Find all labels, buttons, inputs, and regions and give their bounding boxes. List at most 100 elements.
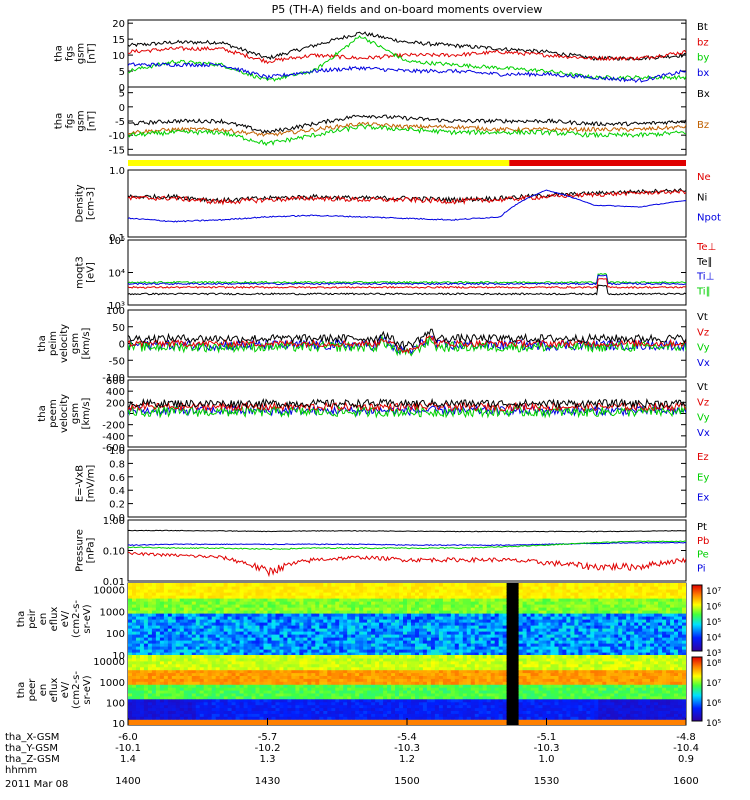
panel-frame-peim-velocity [127, 309, 687, 378]
ytick-label-fgs-total: 10 [112, 51, 125, 62]
ytick-label-fgs-total: 15 [112, 35, 125, 46]
legend-peem-velocity-Vz: Vz [697, 397, 709, 408]
ytick-label-fgs-total: 5 [119, 67, 125, 78]
xaxis-row-label: tha_Z-GSM [5, 754, 60, 765]
ylabel-fgs-total: fgs [65, 46, 76, 61]
ylabel-peir-spectrogram: eflux [49, 607, 60, 632]
ylabel-temperature: [eV] [86, 262, 97, 283]
ytick-label-fgs-total: 0 [119, 83, 125, 94]
series-Npot [128, 189, 686, 223]
ytick-label-peem-velocity: 400 [106, 387, 125, 398]
xaxis-row-value: -10.4 [673, 743, 699, 754]
ytick-label-fgs-xy: 5 [119, 89, 125, 100]
series-Ti⊥ [128, 274, 686, 286]
legend-efield-Ey: Ey [697, 472, 709, 483]
ylabel-peem-velocity: [km/s] [81, 397, 92, 429]
legend-peem-velocity-Vy: Vy [697, 413, 710, 424]
xaxis-row-value: -6.0 [118, 732, 138, 743]
ytick-label-efield: 0.8 [109, 459, 125, 470]
xaxis-row-value: -10.3 [394, 743, 420, 754]
series-Te∥ [128, 284, 686, 296]
ytick-label-peem-velocity: 0 [119, 410, 125, 421]
ytick-label-efield: 0.6 [109, 473, 125, 484]
series-peim-3 [128, 328, 686, 351]
ylabel-peir-spectrogram: tha [16, 611, 27, 627]
xaxis-row-value: -5.4 [397, 732, 417, 743]
colorbar-peer-spectrogram [691, 656, 703, 722]
mode-bar-yellow [128, 160, 510, 166]
legend-temperature-Ti∥: Ti∥ [696, 286, 711, 297]
chart-title: P5 (TH-A) fields and on-board moments ov… [272, 3, 543, 16]
ylabel-fgs-xy: gsm [76, 110, 87, 131]
ytick-label-peer-spectrogram: 10000 [93, 657, 125, 668]
legend-peim-velocity-Vy: Vy [697, 343, 710, 354]
xaxis-row-label: tha_Y-GSM [5, 743, 58, 754]
legend-fgs-xy-Bz: Bz [697, 120, 709, 131]
xaxis-row-value: 0.9 [678, 754, 694, 765]
legend-pressure-Pe: Pe [697, 550, 709, 561]
ylabel-peir-spectrogram: (cm2-s- [71, 600, 82, 638]
xaxis-row-label: tha_X-GSM [5, 732, 59, 743]
legend-temperature-Te⊥: Te⊥ [696, 242, 716, 253]
ytick-label-pressure: 0.10 [103, 547, 125, 558]
spectrogram-peer-spectrogram [128, 655, 686, 725]
xtick-label: 1500 [394, 776, 419, 787]
series-Te⊥ [128, 278, 686, 290]
ylabel-peir-spectrogram: peir [27, 608, 38, 628]
legend-fgs-total-bz: bz [697, 37, 709, 48]
legend-temperature-Ti⊥: Ti⊥ [696, 272, 714, 283]
series-by [128, 35, 686, 82]
series-Bz [128, 121, 686, 137]
series-Pi [128, 541, 686, 547]
series-Ti∥ [128, 273, 686, 284]
ytick-label-peer-spectrogram: 100 [106, 698, 125, 709]
ylabel-peem-velocity: gsm [70, 403, 81, 424]
ytick-label-density: 1.0 [109, 166, 125, 177]
legend-peem-velocity-Vt: Vt [697, 382, 708, 393]
xaxis-row-label: hhmm [5, 765, 37, 776]
legend-efield-Ex: Ex [697, 493, 709, 504]
legend-density-Ne: Ne [697, 172, 711, 183]
xtick-label: 1430 [255, 776, 280, 787]
series-Bx-green [128, 124, 686, 147]
ytick-label-peim-velocity: 100 [106, 306, 125, 317]
ytick-label-peir-spectrogram: 100 [106, 629, 125, 640]
ytick-label-density: 0.1 [109, 233, 125, 244]
colorbar-peir-spectrogram [691, 584, 703, 652]
ylabel-density: Density [75, 184, 86, 222]
ylabel-fgs-total: [nT] [87, 43, 98, 63]
ylabel-fgs-total: tha [54, 45, 65, 61]
colorbar-label-peir-spectrogram: 10⁴ [706, 634, 721, 644]
colorbar-label-peir-spectrogram: 10⁷ [706, 587, 721, 597]
colorbar-label-peer-spectrogram: 10⁶ [706, 699, 721, 709]
colorbar-label-peir-spectrogram: 10³ [706, 649, 721, 659]
colorbar-label-peir-spectrogram: 10⁶ [706, 603, 721, 613]
ytick-label-peer-spectrogram: 10 [112, 719, 125, 730]
ytick-label-pressure: 1.00 [103, 516, 125, 527]
ytick-label-fgs-xy: -10 [109, 131, 125, 142]
xtick-label: 1400 [115, 776, 140, 787]
ytick-label-efield: 0.0 [109, 513, 125, 524]
panel-frame-temperature [127, 239, 687, 306]
legend-pressure-Pi: Pi [697, 563, 706, 574]
panel-frame-density [127, 169, 687, 238]
ylabel-peir-spectrogram: sr-eV) [82, 604, 93, 633]
series-peim-2 [128, 335, 686, 355]
legend-peim-velocity-Vt: Vt [697, 312, 708, 323]
ytick-label-peir-spectrogram: 10000 [93, 586, 125, 597]
ylabel-peer-spectrogram: eflux [49, 678, 60, 703]
ytick-label-peir-spectrogram: 1000 [100, 607, 125, 618]
ylabel-fgs-xy: [nT] [87, 111, 98, 131]
colorbar-label-peer-spectrogram: 10⁷ [706, 679, 721, 689]
legend-fgs-total-by: by [697, 53, 709, 64]
series-Pb [128, 551, 686, 578]
ytick-label-temperature: 10⁴ [108, 269, 125, 280]
ylabel-temperature: moqt3 [75, 256, 86, 289]
ytick-label-efield: 0.4 [109, 486, 125, 497]
ytick-label-peem-velocity: -200 [102, 421, 125, 432]
legend-pressure-Pb: Pb [697, 536, 709, 547]
ytick-label-efield: 1.0 [109, 446, 125, 457]
legend-peim-velocity-Vz: Vz [697, 327, 709, 338]
ylabel-efield: E=-VxB [75, 465, 86, 502]
